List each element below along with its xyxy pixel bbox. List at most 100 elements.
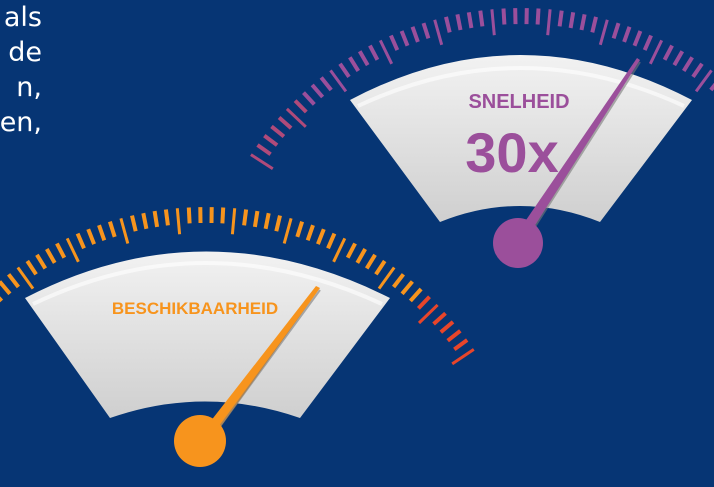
gauge-tick — [378, 39, 394, 65]
gauge-tick — [357, 50, 370, 67]
text-line: n, — [16, 72, 42, 103]
gauge-tick — [453, 338, 469, 352]
gauge-tick — [282, 218, 293, 244]
text-line: de — [8, 37, 42, 68]
gauge-tick — [302, 91, 316, 106]
gauge-tick — [400, 280, 414, 296]
gauge-tick — [410, 26, 420, 43]
gauge-tick — [611, 22, 621, 40]
gauge-tick — [0, 280, 12, 296]
gauge-tick — [421, 22, 431, 40]
gauge-tick — [662, 44, 674, 61]
gauge-tick — [598, 19, 609, 46]
availability-gauge-face — [25, 251, 390, 418]
gauge-tick — [310, 83, 325, 99]
gauge-tick — [305, 224, 315, 241]
gauge-tick — [256, 143, 272, 156]
gauge-tick — [65, 237, 80, 263]
speed-gauge: SNELHEID 30x — [250, 8, 714, 268]
gauge-tick — [16, 266, 35, 290]
gauge-tick — [691, 62, 704, 79]
gauge-tick — [399, 30, 410, 47]
text-line: en, — [0, 107, 42, 138]
speed-gauge-label: SNELHEID — [468, 91, 569, 113]
speed-gauge-needle — [511, 58, 640, 246]
gauge-tick — [295, 221, 305, 238]
gauge-tick — [579, 14, 587, 31]
gauge-tick — [338, 62, 351, 79]
gauge-tick — [694, 69, 713, 93]
gauge-tick — [478, 10, 485, 27]
gauge-tick — [389, 34, 400, 51]
gauge-tick — [416, 295, 431, 310]
gauge-tick — [35, 253, 48, 270]
gauge-tick — [490, 9, 496, 36]
gauge-tick — [329, 69, 348, 93]
gauge-tick — [546, 9, 552, 36]
gauge-tick — [642, 34, 653, 51]
gauge-tick — [141, 212, 149, 230]
partial-text-block: als de n, en, — [0, 0, 42, 140]
gauge-tick — [590, 16, 598, 33]
gauge-tick — [622, 26, 632, 43]
gauge-tick — [263, 134, 279, 147]
gauge-tick — [25, 259, 38, 276]
gauge-tick — [119, 218, 130, 244]
gauge-tick — [345, 242, 357, 259]
gauge-tick — [408, 287, 423, 303]
gauge-tick — [186, 207, 192, 224]
gauge-tick — [107, 221, 117, 238]
availability-gauge-hub — [174, 415, 226, 467]
gauge-tick — [355, 248, 367, 264]
gauge-tick — [557, 10, 564, 27]
speed-gauge-value: 30x — [465, 121, 558, 184]
gauge-tick — [270, 124, 286, 139]
gauge-tick — [319, 76, 333, 92]
availability-gauge-ticks — [0, 207, 475, 366]
gauge-tick — [0, 296, 4, 303]
availability-gauge-label: BESCHIKBAARHEID — [112, 299, 278, 318]
availability-gauge-needle — [196, 286, 320, 446]
gauge-tick — [444, 16, 452, 33]
gauge-tick — [446, 329, 462, 343]
gauge-tick — [466, 11, 474, 29]
gauge-tick — [417, 303, 439, 325]
gauge-tick — [672, 50, 685, 67]
gauge-tick — [433, 19, 444, 46]
gauge-tick — [293, 99, 308, 114]
gauge-tick — [392, 273, 405, 289]
gauge-tick — [252, 210, 260, 228]
gauge-tick — [55, 242, 67, 259]
gauge-tick — [432, 311, 447, 326]
gauge-tick — [682, 56, 694, 72]
gauge-tick — [648, 39, 664, 65]
gauge-tick — [274, 215, 282, 232]
availability-gauge: BESCHIKBAARHEID — [0, 207, 475, 467]
gauge-tick — [220, 207, 226, 224]
gauge-tick — [709, 82, 714, 92]
gauge-tick — [377, 266, 396, 290]
gauge-tick — [501, 8, 507, 25]
gauge-tick — [535, 8, 541, 25]
gauge-tick — [230, 208, 237, 235]
gauge-tick — [348, 56, 360, 72]
gauge-tick — [326, 232, 337, 250]
gauge-tick — [86, 228, 96, 245]
gauge-tick — [7, 273, 20, 289]
text-line: als — [3, 2, 42, 33]
gauge-tick — [451, 348, 475, 366]
gauge-tick — [632, 30, 643, 47]
gauge-tick — [332, 237, 347, 263]
gauge-tick — [242, 209, 249, 226]
gauge-tick — [374, 259, 387, 276]
gauge-tick — [130, 215, 138, 232]
gauge-tick — [439, 320, 455, 334]
gauge-tick — [45, 248, 57, 264]
gauge-tick — [175, 208, 182, 235]
gauge-tick — [277, 116, 293, 130]
gauge-tick — [316, 228, 326, 245]
speed-gauge-hub — [493, 218, 543, 268]
gauge-tick — [285, 107, 307, 128]
gauge-tick — [97, 224, 107, 241]
